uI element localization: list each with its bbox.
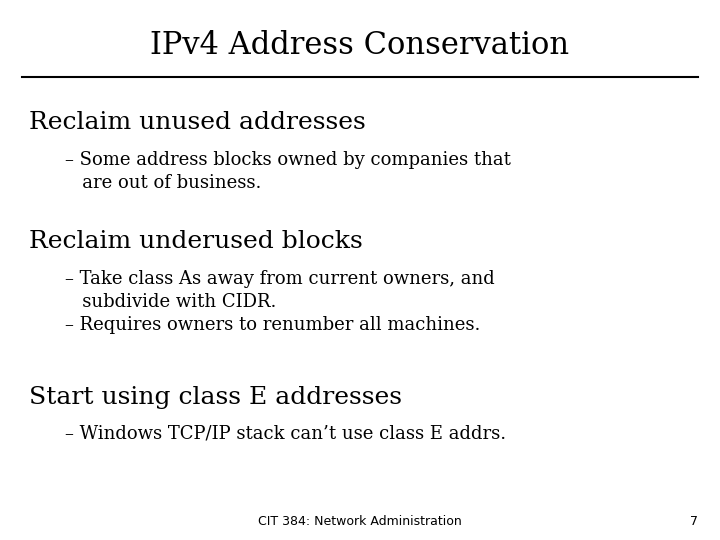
Text: CIT 384: Network Administration: CIT 384: Network Administration (258, 515, 462, 528)
Text: – Some address blocks owned by companies that
   are out of business.: – Some address blocks owned by companies… (65, 151, 510, 192)
Text: Reclaim underused blocks: Reclaim underused blocks (29, 230, 363, 253)
Text: – Requires owners to renumber all machines.: – Requires owners to renumber all machin… (65, 316, 480, 334)
Text: – Take class As away from current owners, and
   subdivide with CIDR.: – Take class As away from current owners… (65, 270, 495, 311)
Text: IPv4 Address Conservation: IPv4 Address Conservation (150, 30, 570, 60)
Text: Reclaim unused addresses: Reclaim unused addresses (29, 111, 366, 134)
Text: 7: 7 (690, 515, 698, 528)
Text: – Windows TCP/IP stack can’t use class E addrs.: – Windows TCP/IP stack can’t use class E… (65, 425, 506, 443)
Text: Start using class E addresses: Start using class E addresses (29, 386, 402, 409)
